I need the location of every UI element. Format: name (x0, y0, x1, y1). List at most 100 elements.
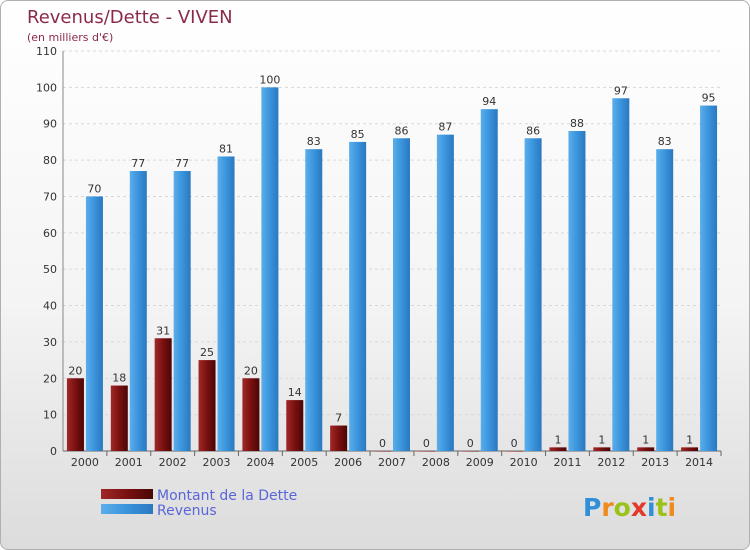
x-tick-label: 2006 (334, 456, 362, 469)
x-tick-label: 2004 (246, 456, 274, 469)
logo-letter: t (656, 493, 668, 522)
grid-lines (63, 50, 721, 452)
value-label-debt-2009: 0 (467, 437, 474, 450)
value-label-debt-2012: 1 (598, 433, 605, 446)
bar-debt-2008 (417, 451, 435, 452)
value-label-revenus-2000: 70 (87, 182, 101, 195)
x-tick-label: 2003 (203, 456, 231, 469)
bar-revenus-2007 (393, 138, 410, 452)
bar-revenus-2010 (524, 138, 542, 452)
bar-debt-2003 (198, 360, 216, 451)
y-tick-label: 80 (43, 154, 57, 167)
logo-letter: o (614, 493, 631, 522)
value-label-revenus-2012: 97 (614, 84, 628, 97)
value-label-revenus-2011: 88 (570, 117, 584, 130)
logo-letter: i (647, 493, 656, 522)
y-tick-label: 110 (36, 45, 57, 58)
bar-debt-2014 (681, 447, 699, 451)
bar-revenus-2013 (656, 149, 674, 451)
value-label-revenus-2001: 77 (131, 157, 145, 170)
x-tick-label: 2013 (641, 456, 669, 469)
x-tick-label: 2007 (378, 456, 406, 469)
x-tick-label: 2005 (290, 456, 318, 469)
bar-revenus-2012 (612, 98, 630, 451)
value-label-debt-2000: 20 (68, 364, 82, 377)
value-label-debt-2001: 18 (112, 372, 126, 385)
value-label-revenus-2007: 86 (395, 124, 409, 137)
y-tick-label: 70 (43, 190, 57, 203)
bar-debt-2011 (549, 447, 567, 451)
bar-debt-2004 (242, 378, 260, 451)
value-label-debt-2003: 25 (200, 346, 214, 359)
y-tick-label: 50 (43, 263, 57, 276)
value-label-debt-2014: 1 (686, 433, 693, 446)
value-label-debt-2008: 0 (423, 437, 430, 450)
bar-revenus-2011 (568, 131, 586, 451)
bar-revenus-2005 (305, 149, 323, 451)
bar-revenus-2000 (85, 196, 103, 451)
y-tick-label: 40 (43, 300, 57, 313)
bar-revenus-2002 (173, 171, 191, 451)
value-label-revenus-2009: 94 (482, 95, 496, 108)
x-tick-label: 2000 (71, 456, 99, 469)
bar-revenus-2006 (349, 141, 367, 451)
proxiti-logo: Proxiti (583, 493, 676, 522)
bar-debt-2007 (374, 451, 391, 452)
logo-letter: i (668, 493, 677, 522)
bar-revenus-2008 (436, 134, 454, 452)
bar-revenus-2001 (129, 171, 147, 451)
bar-debt-2009 (461, 451, 479, 452)
bar-debt-2012 (593, 447, 611, 451)
value-label-debt-2007: 0 (379, 437, 386, 450)
bar-revenus-2009 (480, 109, 498, 451)
value-label-debt-2005: 14 (288, 386, 302, 399)
chart-title: Revenus/Dette - VIVEN (27, 7, 233, 28)
bar-revenus-2014 (700, 105, 718, 451)
value-label-revenus-2010: 86 (526, 124, 540, 137)
x-axis: 2000 2001 2002 2003 2004 2005 2006 2007 2008 2009… (71, 451, 722, 469)
chart-subtitle: (en milliers d'€) (27, 31, 113, 44)
legend-label-revenus: Revenus (157, 503, 217, 519)
value-label-debt-2011: 1 (554, 433, 561, 446)
legend: Montant de la Dette Revenus (101, 488, 297, 519)
value-label-revenus-2005: 83 (307, 135, 321, 148)
value-label-debt-2013: 1 (642, 433, 649, 446)
x-tick-label: 2002 (159, 456, 187, 469)
value-label-revenus-2002: 77 (175, 157, 189, 170)
y-tick-label: 0 (50, 445, 57, 458)
x-tick-label: 2014 (685, 456, 713, 469)
legend-swatch-revenus (101, 504, 153, 514)
y-tick-label: 100 (36, 81, 57, 94)
legend-label-debt: Montant de la Dette (157, 488, 297, 504)
value-label-debt-2010: 0 (511, 437, 518, 450)
bar-debt-2002 (154, 338, 172, 451)
bar-debt-2000 (66, 378, 84, 451)
y-tick-label: 60 (43, 227, 57, 240)
y-tick-label: 20 (43, 372, 57, 385)
value-label-revenus-2004: 100 (259, 73, 280, 86)
bar-debt-2010 (505, 451, 523, 452)
x-tick-label: 2012 (597, 456, 625, 469)
legend-swatch-debt (101, 489, 153, 499)
y-tick-label: 90 (43, 118, 57, 131)
x-tick-label: 2010 (510, 456, 538, 469)
value-label-debt-2004: 20 (244, 364, 258, 377)
x-tick-label: 2008 (422, 456, 450, 469)
bar-debt-2001 (110, 385, 128, 451)
bar-revenus-2004 (261, 87, 279, 451)
value-label-revenus-2008: 87 (438, 121, 452, 134)
value-label-debt-2002: 31 (156, 324, 170, 337)
y-tick-label: 30 (43, 336, 57, 349)
x-tick-label: 2011 (553, 456, 581, 469)
x-tick-label: 2001 (115, 456, 143, 469)
logo-letter: P (583, 493, 601, 522)
value-label-revenus-2003: 81 (219, 142, 233, 155)
value-label-debt-2006: 7 (335, 412, 342, 425)
logo-letter: r (601, 493, 614, 522)
logo-letter: x (631, 493, 647, 522)
bar-debt-2006 (330, 425, 348, 451)
value-label-revenus-2014: 95 (702, 92, 716, 105)
